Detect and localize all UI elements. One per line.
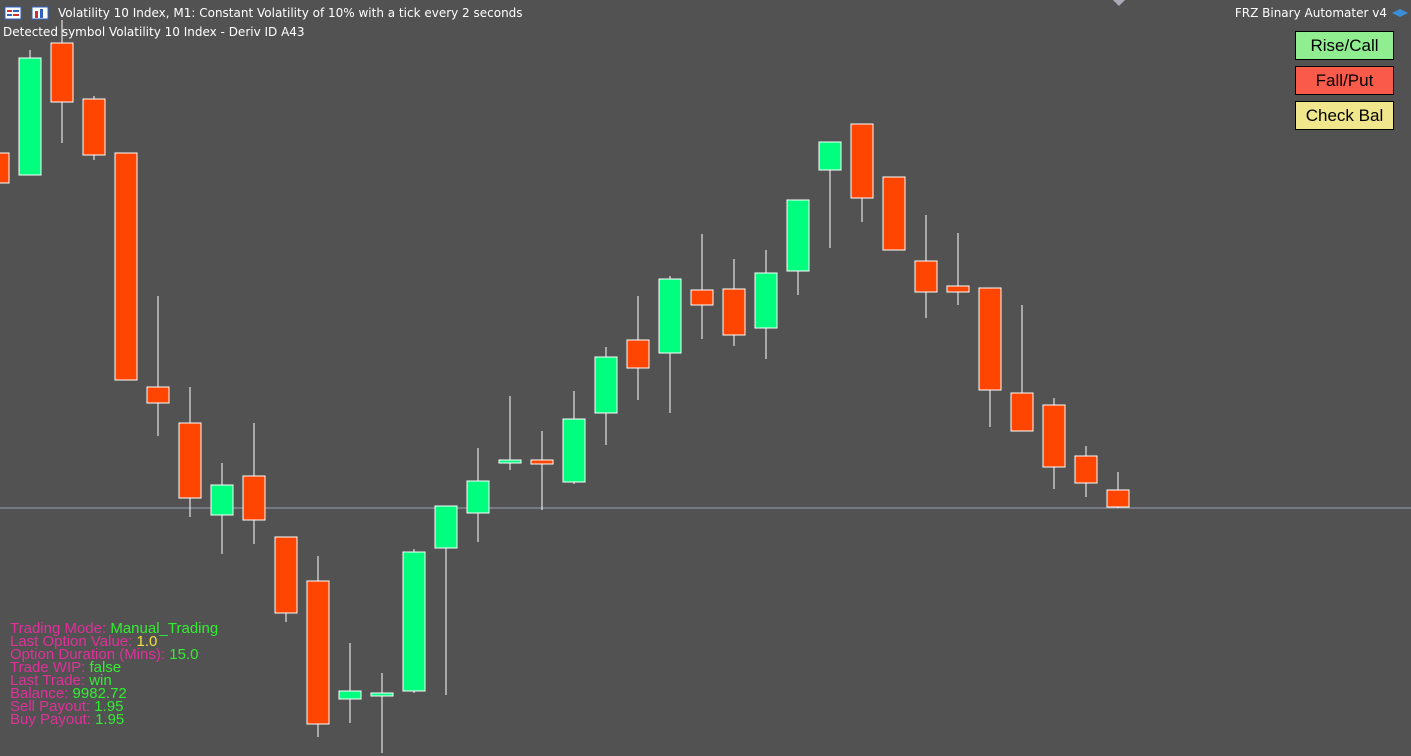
candles (0, 20, 1130, 753)
info-label: Trade WIP: (10, 659, 86, 676)
detected-symbol: Detected symbol Volatility 10 Index - De… (3, 25, 305, 39)
info-label: Balance: (10, 685, 69, 702)
info-label: Buy Payout: (10, 711, 91, 728)
candle-body (1106, 489, 1130, 508)
info-value: win (89, 672, 112, 689)
info-label: Option Duration (Mins): (10, 646, 166, 663)
info-row: Balance: 9982.72 (10, 685, 218, 702)
info-value: 1.95 (94, 698, 124, 715)
candle-body (562, 418, 586, 483)
info-value: false (89, 659, 122, 676)
candle-body (274, 536, 298, 614)
candle-body (690, 289, 714, 306)
candle-body (722, 288, 746, 336)
info-row: Sell Payout: 1.95 (10, 698, 218, 715)
candle-body (466, 480, 490, 514)
info-row: Trade WIP: false (10, 659, 218, 676)
candle-body (50, 42, 74, 103)
candle-body (18, 57, 42, 176)
app-name: FRZ Binary Automater v4 (1234, 6, 1387, 20)
info-value: 9982.72 (72, 685, 127, 702)
candle-body (1010, 392, 1034, 432)
info-panel: Trading Mode: Manual_Trading Last Option … (10, 620, 219, 728)
candle-body (914, 260, 938, 293)
candle-body (1042, 404, 1066, 468)
candle-body (338, 690, 362, 700)
candle-body (178, 422, 202, 499)
info-row: Option Duration (Mins): 15.0 (10, 646, 218, 663)
info-label: Sell Payout: (10, 698, 91, 715)
check-balance-button[interactable]: Check Bal (1295, 101, 1394, 130)
fall-put-button[interactable]: Fall/Put (1295, 66, 1394, 95)
candle-body (530, 459, 554, 465)
info-label: Last Option Value: (10, 633, 133, 650)
candle-body (946, 285, 970, 293)
candle-body (818, 141, 842, 171)
candle-body (0, 152, 10, 184)
candle-body (1074, 455, 1098, 484)
candle-body (786, 199, 810, 272)
candle-body (498, 459, 522, 464)
candle-body (434, 505, 458, 549)
info-value: 1.0 (136, 633, 158, 650)
candle-body (882, 176, 906, 251)
info-row: Last Option Value: 1.0 (10, 633, 218, 650)
candle-body (658, 278, 682, 354)
candle-body (306, 580, 330, 725)
candle-body (82, 98, 106, 156)
candle-body (402, 551, 426, 692)
candle-body (754, 272, 778, 329)
info-row: Trading Mode: Manual_Trading (10, 620, 219, 637)
candle-body (978, 287, 1002, 391)
info-row: Last Trade: win (10, 672, 218, 689)
candle-body (370, 692, 394, 697)
info-value: 1.95 (95, 711, 125, 728)
info-label: Last Trade: (10, 672, 86, 689)
info-label: Trading Mode: (10, 620, 107, 637)
candle-body (850, 123, 874, 199)
info-value: Manual_Trading (110, 620, 219, 637)
candle-body (594, 356, 618, 414)
candle-body (210, 484, 234, 516)
chart-title: Volatility 10 Index, M1: Constant Volati… (58, 6, 523, 20)
candle-body (114, 152, 138, 381)
header-icons (4, 0, 1408, 20)
rise-call-button[interactable]: Rise/Call (1295, 31, 1394, 60)
info-value: 15.0 (169, 646, 199, 663)
candle-body (242, 475, 266, 521)
candle-body (146, 386, 170, 404)
info-row: Buy Payout: 1.95 (10, 711, 218, 728)
candle-body (626, 339, 650, 369)
